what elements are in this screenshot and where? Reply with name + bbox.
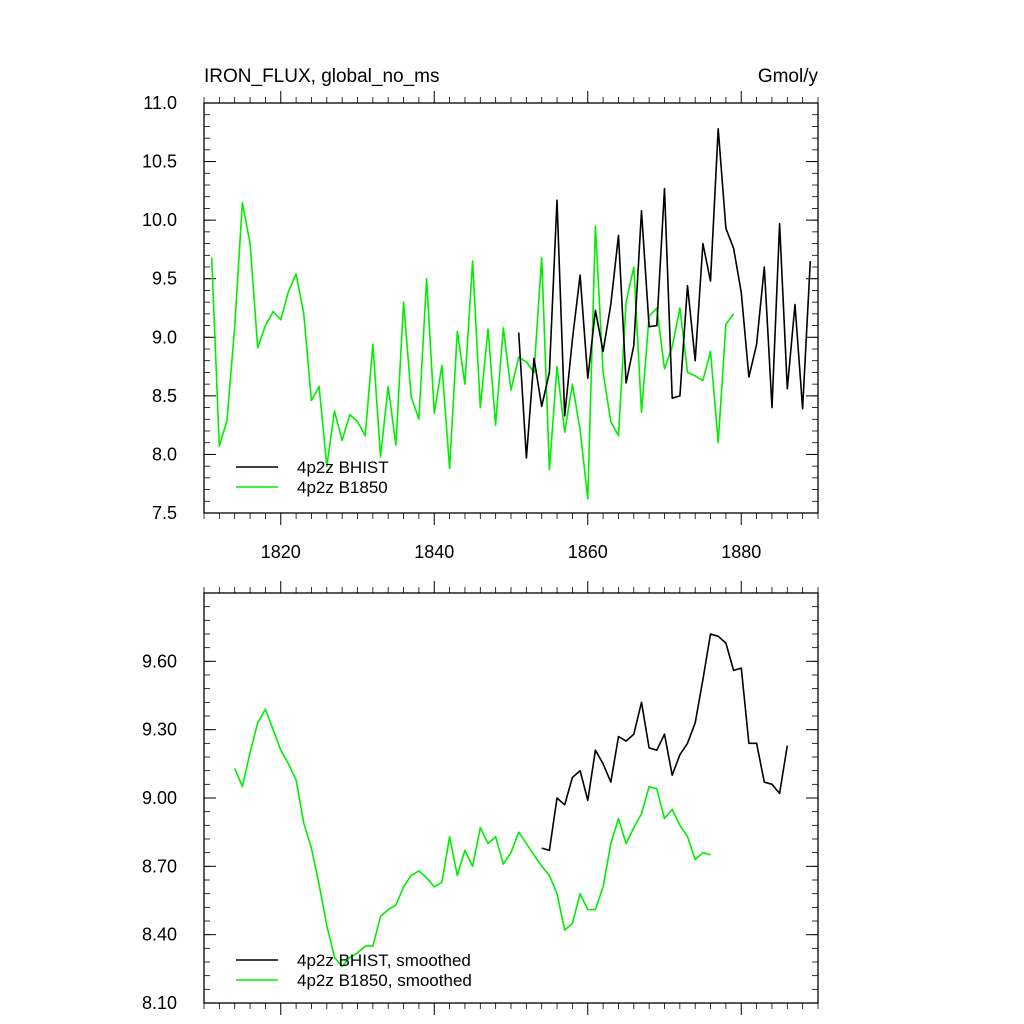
y-tick-label: 8.70	[142, 856, 177, 876]
y-tick-label: 8.40	[142, 925, 177, 945]
y-tick-label: 11.0	[143, 93, 177, 113]
legend-label: 4p2z BHIST	[297, 458, 389, 477]
y-tick-label: 9.0	[152, 327, 177, 347]
legend-label: 4p2z B1850, smoothed	[297, 971, 472, 990]
y-tick-label: 10.5	[142, 152, 177, 172]
y-tick-label: 8.5	[152, 386, 177, 406]
y-tick-label: 9.60	[142, 651, 177, 671]
y-tick-label: 9.30	[142, 720, 177, 740]
series-line-1	[233, 708, 711, 968]
y-tick-label: 9.00	[142, 788, 177, 808]
top-panel-units: Gmol/y	[758, 66, 819, 87]
y-tick-label: 9.5	[152, 269, 177, 289]
y-tick-label: 7.5	[152, 503, 177, 523]
x-tick-label: 1820	[261, 542, 301, 562]
legend-label: 4p2z B1850	[297, 478, 388, 497]
series-line-1	[210, 201, 735, 500]
series-line-0	[541, 633, 789, 852]
y-tick-label: 10.0	[142, 210, 177, 230]
series-line-0	[517, 128, 812, 459]
top-panel-series	[210, 128, 812, 500]
y-tick-label: 8.10	[142, 993, 177, 1013]
bottom-panel-ticks: 8.10 8.40 8.70 9.00 9.30 9.60	[142, 581, 819, 1015]
top-panel-frame	[203, 102, 819, 514]
top-panel-title: IRON_FLUX, global_no_ms	[204, 66, 440, 87]
y-tick-label: 8.0	[152, 444, 177, 464]
bottom-panel-series	[233, 633, 789, 968]
x-tick-label: 1860	[568, 542, 608, 562]
x-tick-label: 1880	[721, 542, 761, 562]
legend-label: 4p2z BHIST, smoothed	[297, 951, 471, 970]
bottom-panel: 8.10 8.40 8.70 9.00 9.30 9.60 4p2z BHIST, smo…	[142, 581, 819, 1015]
x-tick-label: 1840	[414, 542, 454, 562]
top-panel: IRON_FLUX, global_no_ms Gmol/y 7.5 8.0 8.5…	[142, 66, 819, 562]
bottom-panel-frame	[203, 592, 819, 1004]
top-panel-ticks: 7.5 8.0 8.5 9.0 9.5 10.0 10.5 11.0 1820 1840 1860 1…	[142, 91, 819, 562]
